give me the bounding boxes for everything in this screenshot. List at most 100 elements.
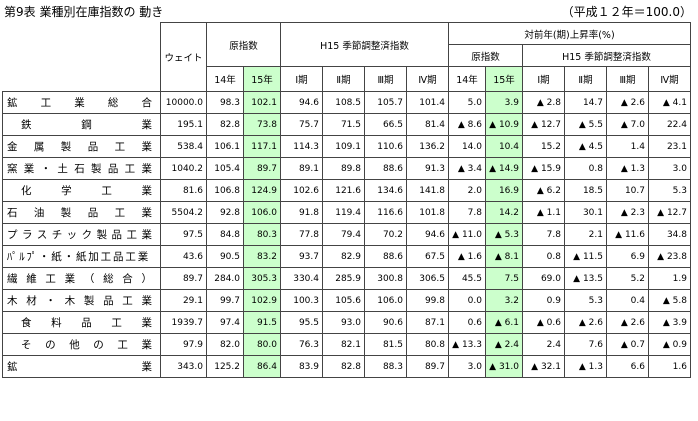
gen-15-cell: 80.0 [243, 333, 281, 356]
sa-q1-cell: 76.3 [280, 333, 323, 356]
weight-cell: 10000.0 [160, 91, 207, 114]
yoy-h15-header: H15 季節調整済指数 [522, 44, 691, 67]
weight-cell: 43.6 [160, 245, 207, 268]
yoy-q2-cell: 5.3 [564, 289, 607, 312]
yoy-q4-cell: 3.0 [648, 157, 691, 180]
yoy-q2-cell: 0.8 [564, 157, 607, 180]
sa-q4-cell: 67.5 [406, 245, 449, 268]
sa-q2-cell: 82.1 [322, 333, 365, 356]
yoy-15-cell: ▲ 6.1 [485, 311, 523, 334]
sa-q4-cell: 87.1 [406, 311, 449, 334]
col-q3: Ⅲ期 [364, 66, 407, 92]
yoy-q3-cell: 6.6 [606, 355, 649, 378]
gen-14-cell: 82.8 [206, 113, 244, 136]
gen-14-cell: 97.4 [206, 311, 244, 334]
yoy-q2-cell: 14.7 [564, 91, 607, 114]
gen-15-cell: 305.3 [243, 267, 281, 290]
sa-q4-cell: 91.3 [406, 157, 449, 180]
sa-q2-cell: 82.9 [322, 245, 365, 268]
yoy-q3-cell: ▲ 0.7 [606, 333, 649, 356]
yoy-q2-cell: ▲ 5.5 [564, 113, 607, 136]
yoy-q3-cell: 10.7 [606, 179, 649, 202]
sa-q2-cell: 79.4 [322, 223, 365, 246]
yoy-14-cell: ▲ 8.6 [448, 113, 486, 136]
yoy-q4-cell: 5.3 [648, 179, 691, 202]
yoy-q4-cell: 22.4 [648, 113, 691, 136]
sa-q2-cell: 285.9 [322, 267, 365, 290]
yoy-q2-cell: 2.1 [564, 223, 607, 246]
gen-14-cell: 84.8 [206, 223, 244, 246]
gen-15-cell: 86.4 [243, 355, 281, 378]
gen-15-cell: 73.8 [243, 113, 281, 136]
yoy-q1-cell: 69.0 [522, 267, 565, 290]
yoy-q1-cell: ▲ 0.6 [522, 311, 565, 334]
sa-q4-cell: 101.4 [406, 91, 449, 114]
sa-q3-cell: 90.6 [364, 311, 407, 334]
yoy-14-cell: 0.6 [448, 311, 486, 334]
gen-14-cell: 92.8 [206, 201, 244, 224]
yoy-14-cell: ▲ 3.4 [448, 157, 486, 180]
yoy-14-cell: 7.8 [448, 201, 486, 224]
sa-q1-cell: 330.4 [280, 267, 323, 290]
yoy-q4-cell: ▲ 0.9 [648, 333, 691, 356]
weight-cell: 29.1 [160, 289, 207, 312]
yoy-14-cell: 0.0 [448, 289, 486, 312]
yoy-q2-cell: 7.6 [564, 333, 607, 356]
industry-name: 木材・木製品工業 [2, 289, 161, 312]
table-row: 鉱工業総合 10000.0 98.3 102.1 94.6 108.5 105.7 101.4… [2, 91, 691, 114]
gen-14-cell: 106.8 [206, 179, 244, 202]
sa-q3-cell: 66.5 [364, 113, 407, 136]
yoy-q1-cell: 2.4 [522, 333, 565, 356]
sa-q4-cell: 89.7 [406, 355, 449, 378]
industry-name: 繊維工業（総合） [2, 267, 161, 290]
yoy-15-cell: ▲ 31.0 [485, 355, 523, 378]
yoy-q1-cell: ▲ 1.1 [522, 201, 565, 224]
gen-14-cell: 99.7 [206, 289, 244, 312]
sa-q2-cell: 82.8 [322, 355, 365, 378]
weight-cell: 81.6 [160, 179, 207, 202]
industry-name: 食料品工業 [2, 311, 161, 334]
yoy-q1-cell: ▲ 12.7 [522, 113, 565, 136]
sa-q4-cell: 306.5 [406, 267, 449, 290]
inventory-index-table: ウェイト 原指数 H15 季節調整済指数 対前年(期)上昇率(%) 原指数 H1… [2, 22, 691, 378]
yoy-q4-cell: 34.8 [648, 223, 691, 246]
sa-q1-cell: 114.3 [280, 135, 323, 158]
sa-q1-cell: 77.8 [280, 223, 323, 246]
sa-q4-cell: 101.8 [406, 201, 449, 224]
yoy-header: 対前年(期)上昇率(%) [448, 22, 691, 45]
sa-q2-cell: 108.5 [322, 91, 365, 114]
yoy-q4-cell: 1.6 [648, 355, 691, 378]
gen-14-cell: 106.1 [206, 135, 244, 158]
yoy-q4-cell: 1.9 [648, 267, 691, 290]
gen-15-cell: 102.1 [243, 91, 281, 114]
gen-15-cell: 124.9 [243, 179, 281, 202]
yoy-15-cell: 10.4 [485, 135, 523, 158]
yoy-q2-cell: 18.5 [564, 179, 607, 202]
corner-cell-bottom [3, 67, 161, 92]
sa-q4-cell: 81.4 [406, 113, 449, 136]
industry-name: 窯業・土石製品工業 [2, 157, 161, 180]
sa-q1-cell: 93.7 [280, 245, 323, 268]
table-row: 化学工業 81.6 106.8 124.9 102.6 121.6 134.6 141.8 2.… [2, 179, 691, 202]
yoy-q1-cell: 7.8 [522, 223, 565, 246]
gen-index-header: 原指数 [206, 22, 281, 67]
h15-sa-header: H15 季節調整済指数 [280, 22, 449, 67]
gen-14-cell: 284.0 [206, 267, 244, 290]
yoy-15-cell: ▲ 2.4 [485, 333, 523, 356]
yoy-q1-cell: ▲ 2.8 [522, 91, 565, 114]
industry-name: その他の工業 [2, 333, 161, 356]
col-yoy-14: 14年 [448, 66, 486, 92]
sa-q1-cell: 94.6 [280, 91, 323, 114]
yoy-q4-cell: ▲ 23.8 [648, 245, 691, 268]
sa-q3-cell: 88.6 [364, 245, 407, 268]
sa-q1-cell: 91.8 [280, 201, 323, 224]
weight-cell: 89.7 [160, 267, 207, 290]
yoy-q3-cell: ▲ 2.3 [606, 201, 649, 224]
yoy-15-cell: 3.2 [485, 289, 523, 312]
yoy-gen-header: 原指数 [448, 44, 523, 67]
yoy-14-cell: 3.0 [448, 355, 486, 378]
weight-cell: 343.0 [160, 355, 207, 378]
weight-cell: 195.1 [160, 113, 207, 136]
sa-q2-cell: 105.6 [322, 289, 365, 312]
gen-14-cell: 90.5 [206, 245, 244, 268]
